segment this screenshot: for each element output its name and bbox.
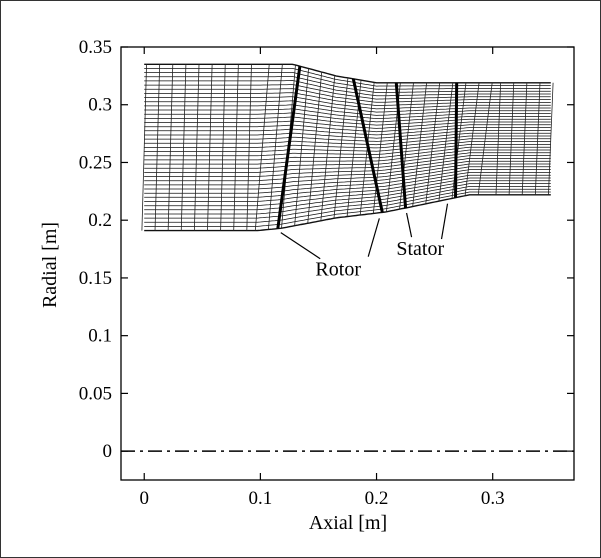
mesh-radial-line [144,146,551,161]
mesh-axial-line [294,68,309,226]
mesh-radial-line [144,120,551,129]
mesh-radial-line [144,124,551,133]
rotor-leader [280,232,321,260]
mesh-axial-line [464,82,480,196]
mesh-radial-line [144,141,551,152]
mesh-radial-line [144,84,551,100]
mesh-axial-line [399,82,414,210]
mesh-radial-line [144,152,551,169]
mesh-radial-line [144,92,551,106]
mesh-radial-line [144,177,551,207]
x-tick-label: 0 [139,488,149,509]
tick-labels: 0 0.1 0.2 0.3 0 0.05 0.1 0.15 0.2 0.25 0.3 0.35 [79,37,505,509]
y-tick-label: 0.25 [79,152,112,173]
mesh-radial-line [144,194,551,232]
mesh-radial-line [144,149,551,165]
mesh-radial-line [144,186,551,219]
mesh-axial-line [425,82,441,204]
tick-marks [121,46,574,480]
mesh-radial-line [144,180,551,211]
mesh-radial-line [144,104,551,116]
mesh-axial-line [495,82,502,195]
y-tick-label: 0.15 [79,268,112,289]
x-tick-label: 0.2 [365,488,389,509]
mesh-radial-line [144,138,551,149]
mesh-radial-line [144,163,551,186]
mesh-axial-line [207,64,213,231]
mesh-axial-line [220,64,226,231]
mesh-axial-line [320,75,336,221]
mesh-axial-line [548,82,554,195]
stator-leader [405,212,413,238]
mesh-axial-line [333,77,349,219]
mesh-radial-line [144,116,551,126]
mesh-axial-line [508,82,515,195]
mesh-radial-line [144,100,551,113]
mesh-radial-line [144,144,551,157]
rotor-leader [367,218,380,257]
mesh-axial-line [254,64,270,231]
meridional-mesh [141,63,554,232]
mesh-radial-line [144,160,551,182]
mesh-radial-line [144,130,551,139]
mesh-axial-line [233,64,239,231]
mesh-axial-line [307,72,323,224]
mesh-axial-line [372,82,388,214]
mesh-axial-line [141,64,147,231]
mesh-radial-line [144,96,551,110]
stator-label: Stator [396,238,444,260]
mesh-radial-line [144,166,551,190]
mesh-axial-line [180,64,187,231]
mesh-axial-line [534,82,541,195]
mesh-axial-line [477,82,493,195]
y-tick-label: 0.1 [88,326,112,347]
blade-edge [394,82,408,209]
x-axis-label: Axial [m] [309,512,387,534]
y-tick-label: 0.2 [88,210,112,231]
x-tick-label: 0.1 [249,488,273,509]
stator-leader [440,203,449,240]
mesh-axial-line [193,64,200,231]
x-tick-label: 0.3 [481,488,505,509]
mesh-radial-line [144,112,551,123]
mesh-axial-line [521,82,528,195]
mesh-axial-line [412,82,427,207]
mesh-axial-line [154,64,161,231]
mesh-radial-line [144,169,551,194]
mesh-radial-line [144,132,551,142]
mesh-radial-line [144,183,551,215]
y-axis-label: Radial [m] [39,222,61,308]
blade-edge [276,65,302,229]
mesh-axial-line [268,64,283,230]
y-tick-label: 0.35 [79,37,112,58]
mesh-radial-line [144,135,551,146]
mesh-radial-line [144,63,551,84]
mesh-axial-line [246,64,252,231]
mesh-radial-line [144,172,551,198]
mesh-radial-line [144,88,551,103]
y-tick-label: 0.3 [88,95,112,116]
blade-edge [351,78,384,213]
y-tick-label: 0.05 [79,383,112,404]
mesh-axial-line [167,64,174,231]
y-tick-label: 0 [103,441,113,462]
annotations: Rotor Stator [280,203,449,281]
blade-edge [454,82,459,198]
mesh-radial-line [144,174,551,202]
mesh-radial-line [144,127,551,136]
mesh-radial-line [144,108,551,119]
mesh-axial-line [438,82,454,202]
rotor-label: Rotor [315,259,361,281]
